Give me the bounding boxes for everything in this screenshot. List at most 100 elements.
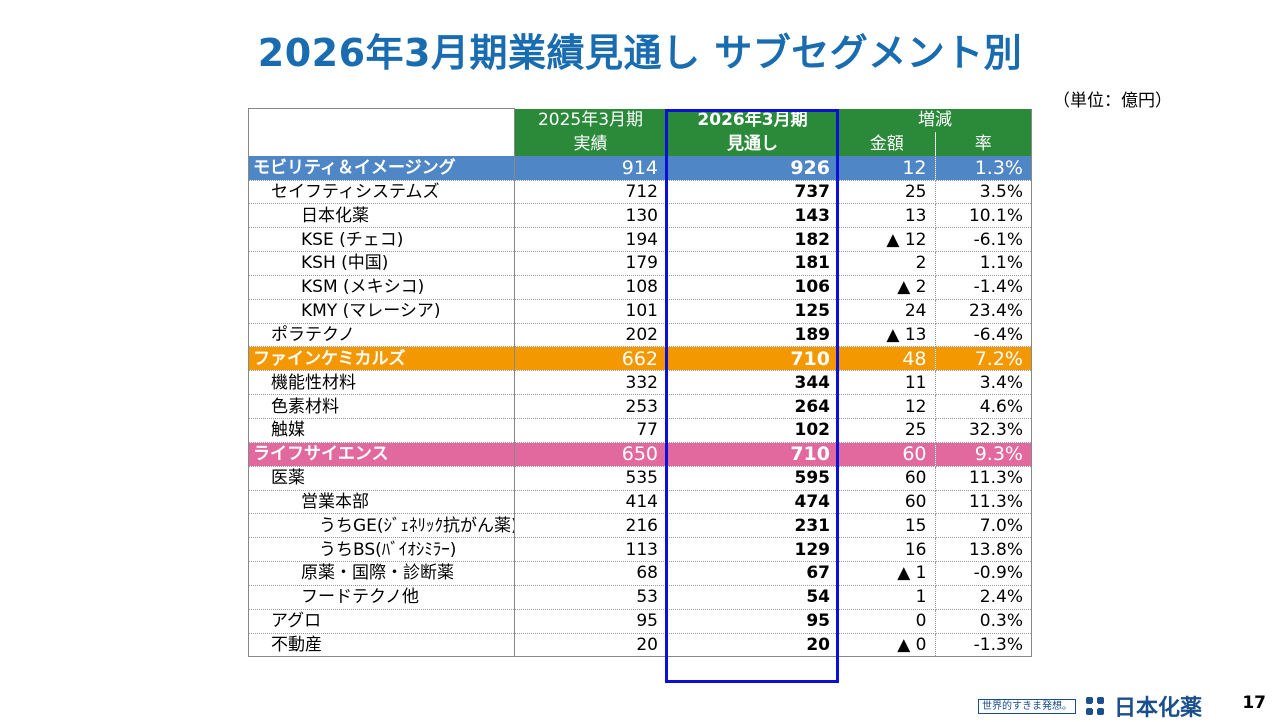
row-name: ファインケミカルズ	[248, 346, 515, 372]
row-forecast: 95	[666, 609, 839, 634]
row-rate: 4.6%	[935, 394, 1032, 419]
row-actual: 130	[514, 203, 667, 229]
row-rate: 7.0%	[935, 513, 1032, 539]
table-row: KSE (チェコ) 194 182 ▲ 12 -6.1%	[248, 227, 1032, 253]
row-diff: 2	[838, 251, 936, 276]
row-rate: 10.1%	[935, 203, 1032, 229]
row-actual: 914	[514, 156, 667, 181]
row-actual: 108	[514, 275, 667, 300]
row-diff: 60	[838, 442, 936, 467]
table-row: KSH (中国) 179 181 2 1.1%	[248, 251, 1032, 276]
row-forecast: 474	[666, 490, 839, 515]
row-name: アグロ	[248, 609, 515, 634]
row-forecast: 595	[666, 466, 839, 491]
row-actual: 53	[514, 585, 667, 610]
row-diff: 11	[838, 370, 936, 396]
table-row-segment: ファインケミカルズ 662 710 48 7.2%	[248, 346, 1032, 372]
header-actual-period: 2025年3月期	[514, 108, 667, 133]
row-name: 機能性材料	[248, 370, 515, 396]
table-row: 不動産 20 20 ▲ 0 -1.3%	[248, 633, 1032, 658]
table-row: 原薬・国際・診断薬 68 67 ▲ 1 -0.9%	[248, 561, 1032, 586]
row-rate: -6.1%	[935, 227, 1032, 253]
row-actual: 77	[514, 418, 667, 443]
table-row: うちBS(ﾊﾞｲｵｼﾐﾗｰ) 113 129 16 13.8%	[248, 537, 1032, 563]
table-row-segment: ライフサイエンス 650 710 60 9.3%	[248, 442, 1032, 467]
row-forecast: 67	[666, 561, 839, 586]
table-row: 営業本部 414 474 60 11.3%	[248, 490, 1032, 515]
row-diff: 13	[838, 203, 936, 229]
company-footer: 世界的すきま発想。 日本化薬	[978, 690, 1202, 722]
row-rate: -1.3%	[935, 633, 1032, 658]
row-diff: ▲ 1	[838, 561, 936, 586]
row-name: うちBS(ﾊﾞｲｵｼﾐﾗｰ)	[248, 537, 515, 563]
row-name: 触媒	[248, 418, 515, 443]
row-forecast: 710	[666, 442, 839, 467]
company-slogan: 世界的すきま発想。	[978, 698, 1076, 714]
row-name: セイフティシステムズ	[248, 180, 515, 205]
row-actual: 194	[514, 227, 667, 253]
row-actual: 414	[514, 490, 667, 515]
table-row: セイフティシステムズ 712 737 25 3.5%	[248, 180, 1032, 205]
row-diff: 48	[838, 346, 936, 372]
row-rate: 32.3%	[935, 418, 1032, 443]
row-rate: 9.3%	[935, 442, 1032, 467]
row-rate: -0.9%	[935, 561, 1032, 586]
row-forecast: 106	[666, 275, 839, 300]
row-diff: 15	[838, 513, 936, 539]
row-actual: 253	[514, 394, 667, 419]
segment-forecast-table: 2025年3月期 2026年3月期 増減 実績 見通し 金額 率 モビリティ＆イ…	[248, 108, 1032, 658]
row-diff: 12	[838, 156, 936, 181]
row-name: KSE (チェコ)	[248, 227, 515, 253]
row-actual: 535	[514, 466, 667, 491]
row-actual: 95	[514, 609, 667, 634]
row-name: 営業本部	[248, 490, 515, 515]
row-name: KMY (マレーシア)	[248, 299, 515, 324]
unit-label: （単位：億円）	[1053, 91, 1172, 111]
row-rate: 3.4%	[935, 370, 1032, 396]
company-logo-text: 日本化薬	[1114, 696, 1203, 721]
row-name: KSH (中国)	[248, 251, 515, 276]
row-actual: 332	[514, 370, 667, 396]
row-rate: 1.3%	[935, 156, 1032, 181]
header-blank-cell	[248, 108, 515, 157]
row-forecast: 737	[666, 180, 839, 205]
row-rate: -1.4%	[935, 275, 1032, 300]
row-forecast: 710	[666, 346, 839, 372]
row-forecast: 125	[666, 299, 839, 324]
row-actual: 202	[514, 323, 667, 348]
row-forecast: 181	[666, 251, 839, 276]
table-row: 医薬 535 595 60 11.3%	[248, 466, 1032, 491]
row-actual: 113	[514, 537, 667, 563]
row-diff: 60	[838, 466, 936, 491]
header-rate: 率	[935, 132, 1032, 157]
row-actual: 101	[514, 299, 667, 324]
row-name: KSM (メキシコ)	[248, 275, 515, 300]
row-forecast: 231	[666, 513, 839, 539]
row-diff: ▲ 12	[838, 227, 936, 253]
row-name: フードテクノ他	[248, 585, 515, 610]
table-header-row-2: 実績 見通し 金額 率	[249, 132, 1032, 157]
row-rate: 0.3%	[935, 609, 1032, 634]
header-actual-label: 実績	[514, 132, 667, 157]
table-row: フードテクノ他 53 54 1 2.4%	[248, 585, 1032, 610]
table-row: アグロ 95 95 0 0.3%	[248, 609, 1032, 634]
row-rate: 23.4%	[935, 299, 1032, 324]
table-row: 色素材料 253 264 12 4.6%	[248, 394, 1032, 419]
header-amount: 金額	[838, 132, 936, 157]
row-diff: 24	[838, 299, 936, 324]
row-rate: 3.5%	[935, 180, 1032, 205]
page-number: 17	[1242, 693, 1266, 713]
row-forecast: 926	[666, 156, 839, 181]
row-diff: 60	[838, 490, 936, 515]
table-row: KSM (メキシコ) 108 106 ▲ 2 -1.4%	[248, 275, 1032, 300]
row-diff: ▲ 2	[838, 275, 936, 300]
header-forecast-label: 見通し	[666, 132, 839, 157]
row-diff: 0	[838, 609, 936, 634]
page-title: 2026年3月期業績見通し サブセグメント別	[257, 31, 1023, 75]
table-row: ポラテクノ 202 189 ▲ 13 -6.4%	[248, 323, 1032, 348]
table-row: 機能性材料 332 344 11 3.4%	[248, 370, 1032, 396]
row-name: 不動産	[248, 633, 515, 658]
row-actual: 662	[514, 346, 667, 372]
header-change: 増減	[838, 108, 1032, 133]
row-name: 原薬・国際・診断薬	[248, 561, 515, 586]
